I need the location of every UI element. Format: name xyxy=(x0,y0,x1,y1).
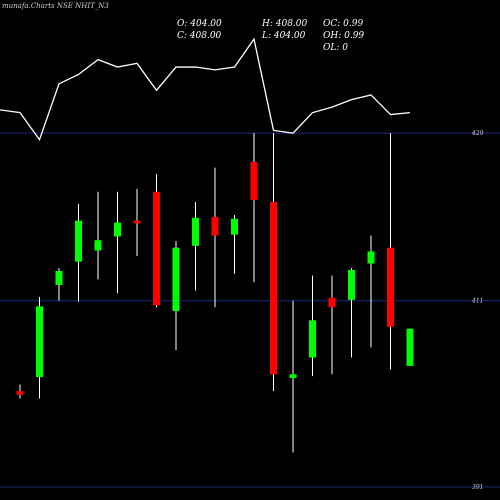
candle xyxy=(211,167,219,308)
candle-body-bull xyxy=(36,306,43,378)
candle-body-bull xyxy=(309,320,316,358)
candle-body-bull xyxy=(406,328,414,366)
y-axis-labels: 429 411 391 xyxy=(471,130,484,491)
candle-body-bear xyxy=(250,162,258,201)
candle xyxy=(192,202,199,291)
candle xyxy=(114,191,121,294)
candle xyxy=(250,133,258,283)
candle xyxy=(348,268,355,358)
open-value: O: 404.00 xyxy=(177,19,222,29)
candle xyxy=(328,275,336,375)
candle xyxy=(406,328,414,366)
oh-value: OH: 0.99 xyxy=(323,31,365,41)
candle xyxy=(231,215,238,274)
grid-lines xyxy=(0,132,500,488)
candle-body-bear xyxy=(387,247,394,327)
candle xyxy=(309,275,316,377)
candle-body-bear xyxy=(211,216,219,236)
price-line-layer xyxy=(0,37,411,142)
candles xyxy=(16,133,414,453)
candle-body-bull xyxy=(172,247,180,311)
candle xyxy=(133,189,141,257)
candle-body-bear xyxy=(153,191,160,306)
high-value: H: 408.00 xyxy=(262,19,308,29)
candle xyxy=(94,191,102,280)
candle-body-bear xyxy=(16,391,24,395)
watermark: munafa.Charts NSE NHIT_N3 xyxy=(2,2,109,10)
candle-body-bull xyxy=(75,220,82,262)
candle-body-bull xyxy=(289,374,297,379)
low-value: L: 404.00 xyxy=(262,31,306,41)
candle xyxy=(36,297,43,399)
candle xyxy=(367,235,375,348)
candle-body-bull xyxy=(94,240,102,251)
ol-value: OL: 0 xyxy=(323,43,348,53)
candle xyxy=(16,384,24,399)
y-axis-label: 429 xyxy=(471,130,484,137)
candle-body-bull xyxy=(367,251,375,264)
candle xyxy=(172,241,180,351)
candle-body-bull xyxy=(231,218,238,235)
candle-body-bear xyxy=(133,220,141,224)
candle xyxy=(270,133,277,392)
oc-value: OC: 0.99 xyxy=(323,19,364,29)
candle-body-bull xyxy=(55,270,63,285)
price-line xyxy=(0,37,411,142)
candle xyxy=(289,300,297,453)
y-axis-label: 391 xyxy=(472,484,483,491)
candle-body-bull xyxy=(192,217,199,246)
candle xyxy=(75,203,82,302)
candle-body-bear xyxy=(328,297,336,308)
candle xyxy=(55,268,63,301)
candle-body-bull xyxy=(348,270,355,300)
candle-body-bear xyxy=(270,202,277,375)
close-value: C: 408.00 xyxy=(177,31,222,41)
candle xyxy=(387,133,394,370)
candle xyxy=(153,174,160,308)
candle-body-bull xyxy=(114,222,121,237)
y-axis-label: 411 xyxy=(471,298,483,305)
